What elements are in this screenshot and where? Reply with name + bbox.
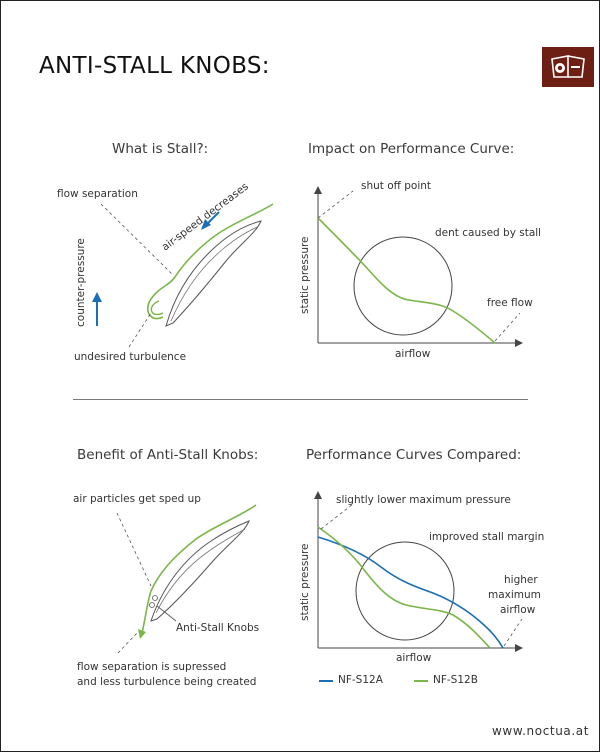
label-undesired-turbulence: undesired turbulence <box>74 351 187 363</box>
impact-stall-circle <box>353 236 453 336</box>
lower-max-leader <box>320 503 354 530</box>
impact-x-arrow-icon <box>515 339 523 347</box>
footer-url: www.noctua.at <box>492 724 590 738</box>
turbulence-leader <box>128 312 152 348</box>
legend-label-nf-s12b: NF-S12B <box>433 674 478 686</box>
label-higher-line3: airflow <box>500 604 536 616</box>
shut-off-leader <box>317 190 354 219</box>
curve-nf-s12b <box>317 526 491 649</box>
impact-axes <box>317 191 518 344</box>
curve-nf-s12a <box>317 536 504 649</box>
stall-airfoil <box>165 220 262 327</box>
label-dent: dent caused by stall <box>435 227 542 239</box>
counter-pressure-arrow-icon <box>92 292 102 326</box>
section-divider <box>73 399 528 400</box>
label-higher-line1: higher <box>504 574 538 586</box>
page-title: ANTI-STALL KNOBS: <box>39 53 270 79</box>
flow-separation-leader <box>100 203 174 276</box>
impact-y-axis-label: static pressure <box>299 236 311 314</box>
knobs-leader <box>156 605 177 622</box>
impact-x-axis-label: airflow <box>395 348 431 360</box>
label-free-flow: free flow <box>487 297 533 309</box>
stall-turbulence-curl <box>150 300 164 316</box>
compared-y-arrow-icon <box>314 491 322 499</box>
benefit-green-flow <box>141 504 257 634</box>
heading-benefit: Benefit of Anti-Stall Knobs: <box>77 447 259 463</box>
heading-impact: Impact on Performance Curve: <box>308 141 515 157</box>
benefit-airfoil <box>149 520 250 622</box>
legend-swatch-nf-s12a <box>319 680 333 682</box>
label-lower-max-pressure: slightly lower maximum pressure <box>336 494 511 506</box>
label-flow-separation: flow separation <box>57 188 138 200</box>
label-suppressed-line2: and less turbulence being created <box>77 676 257 688</box>
benefit-flow-arrow-icon <box>138 629 146 639</box>
free-flow-leader <box>494 312 521 342</box>
compared-x-arrow-icon <box>515 644 523 652</box>
compared-y-axis-label: static pressure <box>299 543 311 621</box>
air-speed-arrow-icon <box>201 211 220 230</box>
sped-up-leader <box>116 512 152 587</box>
knob-1 <box>152 595 158 601</box>
knob-2 <box>149 602 155 608</box>
owl-logo-icon <box>542 47 594 87</box>
suppressed-leader <box>117 632 138 654</box>
impact-performance-curve <box>317 217 496 344</box>
label-counter-pressure: counter-pressure <box>75 238 87 327</box>
compared-stall-circle <box>355 541 455 641</box>
heading-compared: Performance Curves Compared: <box>306 447 522 463</box>
label-suppressed-line1: flow separation is supressed <box>77 661 227 673</box>
stall-green-flow <box>147 203 274 320</box>
compared-x-axis-label: airflow <box>396 652 432 664</box>
heading-what-is-stall: What is Stall?: <box>112 141 209 157</box>
label-air-particles-sped-up: air particles get sped up <box>73 493 201 505</box>
legend-label-nf-s12a: NF-S12A <box>338 674 383 686</box>
label-shut-off-point: shut off point <box>361 180 432 192</box>
impact-y-arrow-icon <box>314 186 322 194</box>
higher-airflow-leader <box>503 618 523 647</box>
legend-swatch-nf-s12b <box>414 680 428 682</box>
label-anti-stall-knobs: Anti-Stall Knobs <box>176 622 260 634</box>
compared-axes <box>317 496 518 649</box>
label-higher-line2: maximum <box>488 589 541 601</box>
label-improved-stall-margin: improved stall margin <box>429 531 545 543</box>
